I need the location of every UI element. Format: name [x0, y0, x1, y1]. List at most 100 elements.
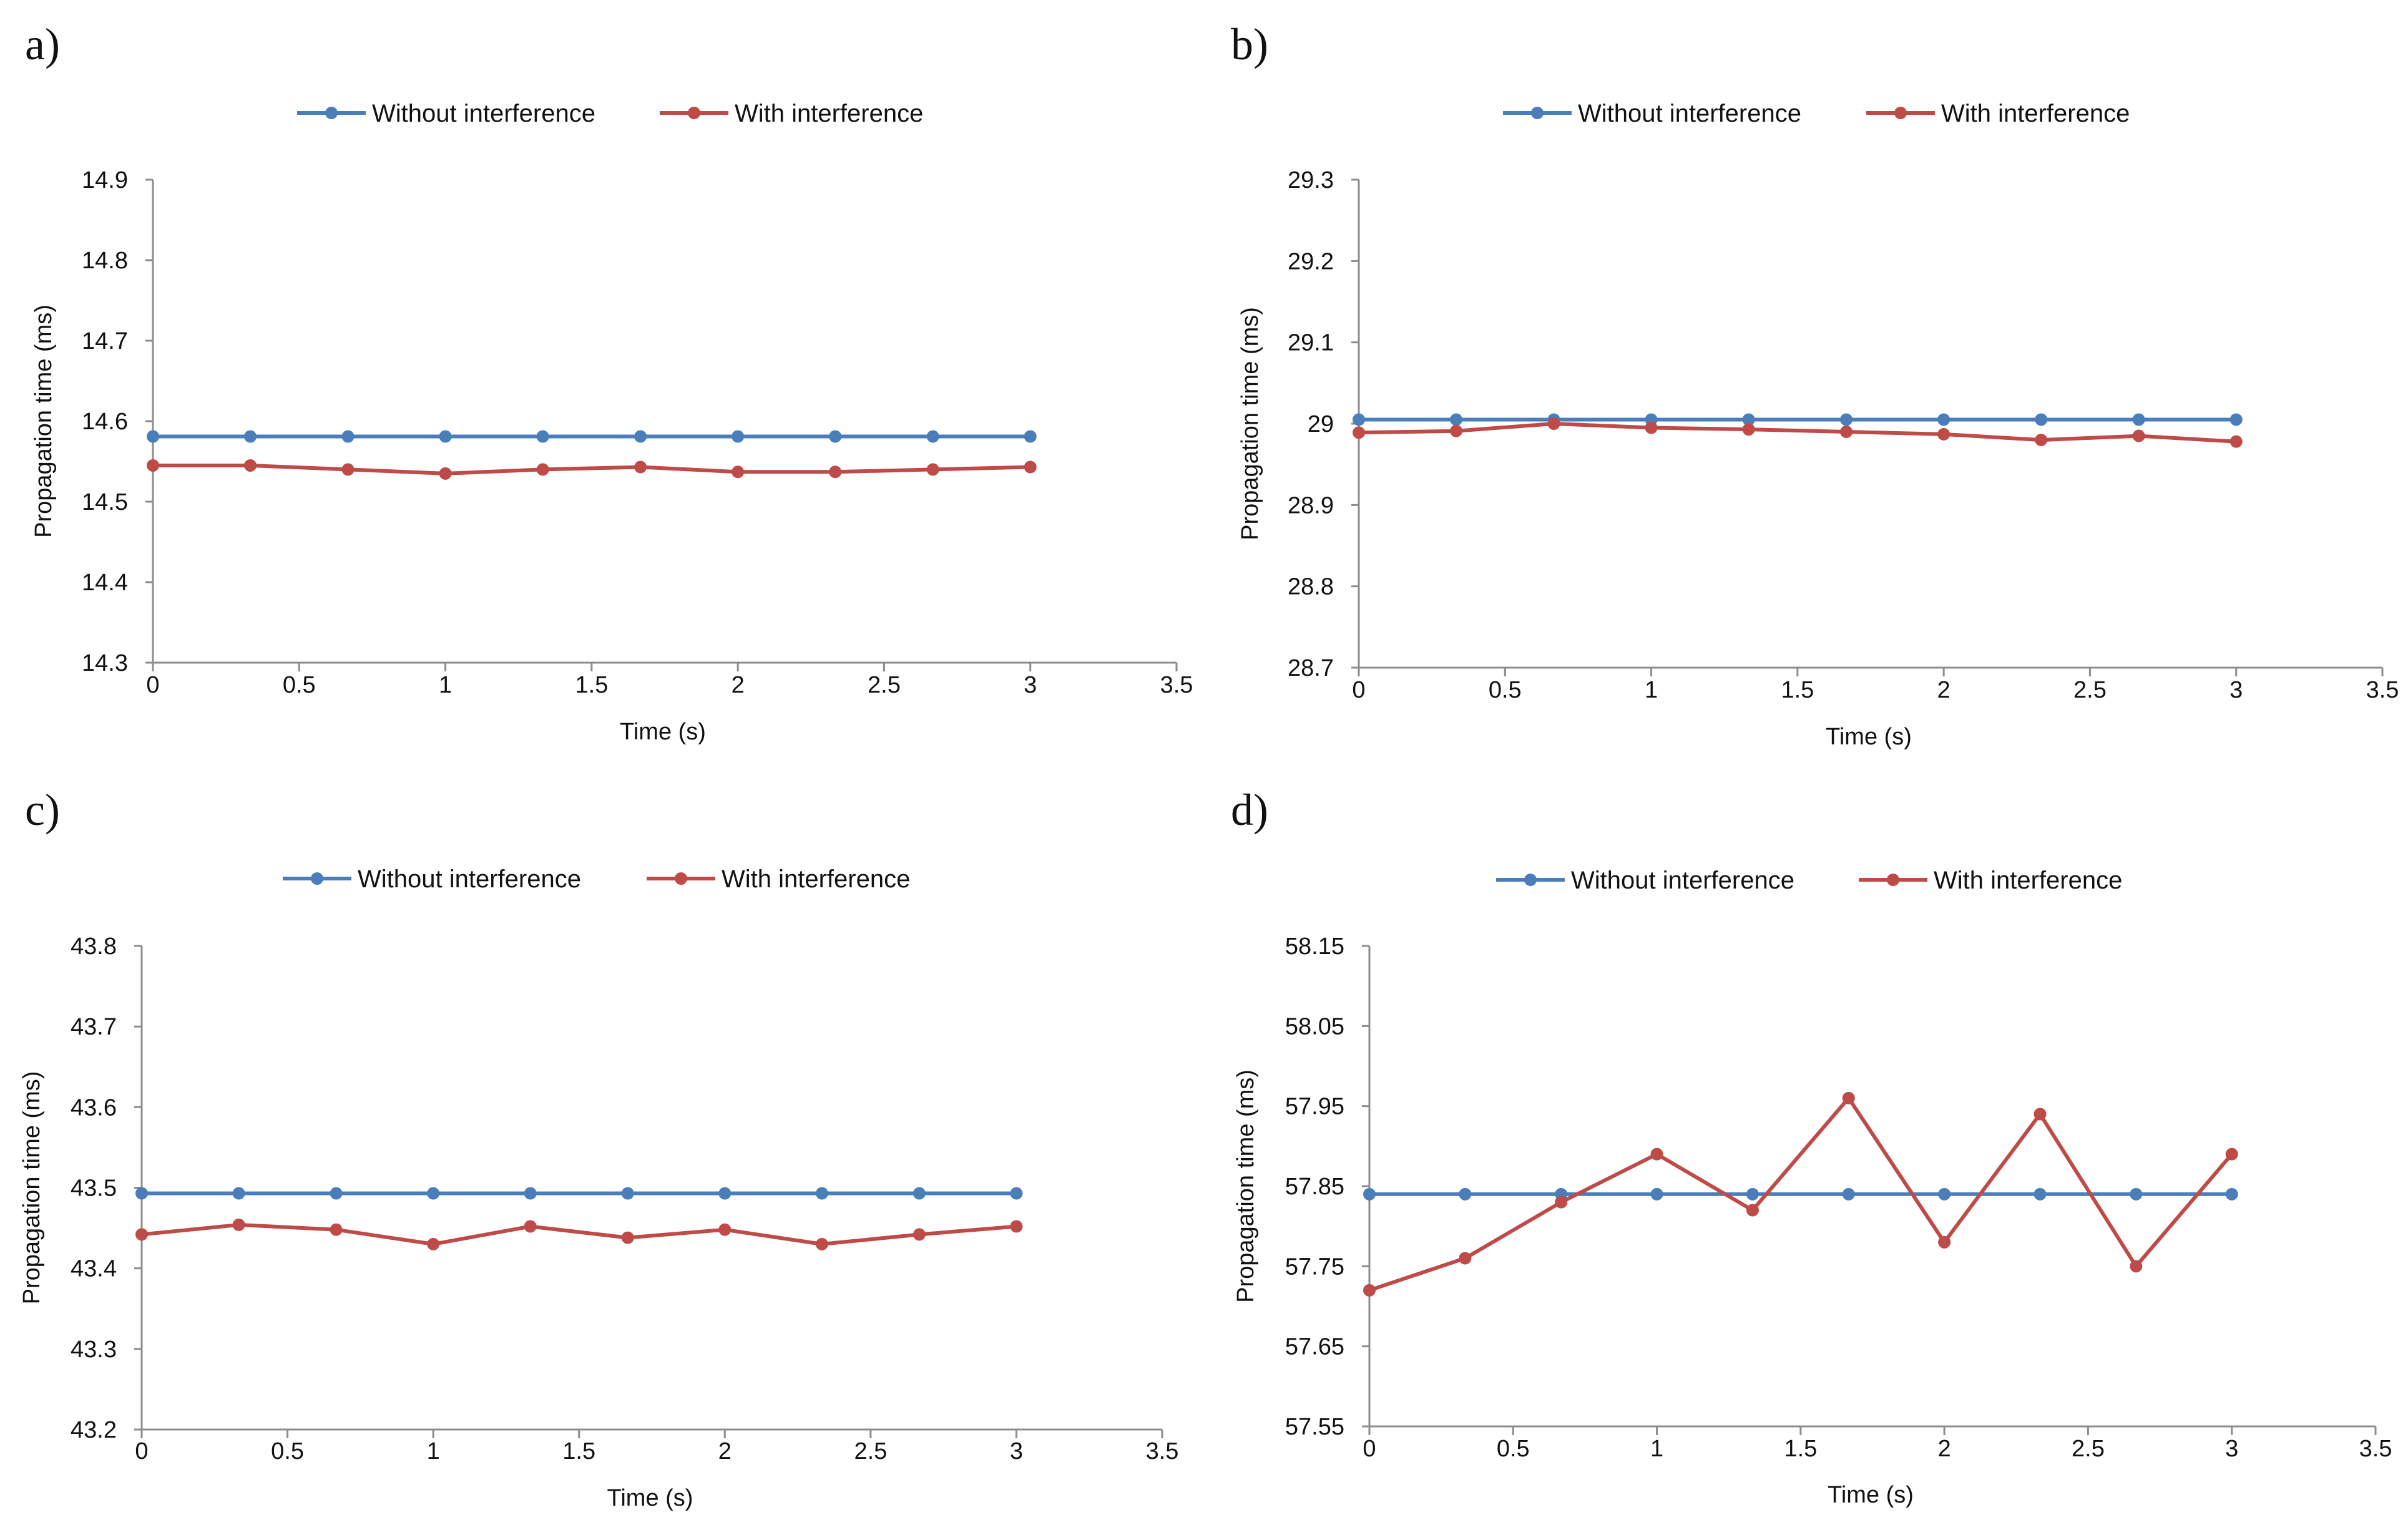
data-point-without [1840, 413, 1853, 426]
data-point-without [718, 1187, 732, 1200]
data-point-with [524, 1220, 537, 1233]
series-line-with-interference [141, 1222, 1017, 1246]
data-point-with [439, 467, 452, 480]
y-tick-label: 57.75 [1285, 1254, 1344, 1280]
data-point-without [2225, 1187, 2238, 1201]
x-tick-label: 3 [2229, 677, 2243, 703]
legend-item-with-interference: With interference [1859, 867, 2122, 894]
legend-label: Without interference [372, 100, 595, 127]
x-tick-label: 1 [439, 672, 452, 698]
data-point-with [2225, 1147, 2238, 1161]
data-point-without [135, 1187, 148, 1200]
data-point-with [1746, 1204, 1759, 1217]
y-tick-label: 28.9 [1288, 492, 1334, 519]
legend-label: With interference [722, 865, 910, 893]
x-axis-title: Time (s) [620, 719, 706, 745]
data-point-with [1010, 1220, 1023, 1233]
x-tick-label: 2.5 [2073, 677, 2107, 703]
data-point-with [718, 1223, 732, 1236]
y-axis-title: Propagation time (ms) [1233, 1069, 1259, 1303]
x-tick-label: 2 [718, 1438, 732, 1464]
y-tick-label: 57.85 [1285, 1174, 1344, 1200]
data-point-without [524, 1187, 537, 1200]
y-tick-label: 57.95 [1285, 1094, 1344, 1120]
data-point-with [621, 1231, 634, 1244]
data-point-without [2034, 1187, 2047, 1201]
x-tick-label: 0 [1352, 677, 1365, 703]
series-line-with-interference [153, 464, 1030, 475]
data-point-with [232, 1218, 245, 1231]
x-tick-label: 3 [1024, 672, 1037, 698]
legend-marker [325, 107, 338, 119]
data-point-without [621, 1187, 634, 1200]
legend-label: Without interference [1578, 100, 1801, 127]
legend-label: With interference [1941, 100, 2130, 127]
x-tick-label: 3 [2225, 1436, 2238, 1462]
data-point-with [815, 1237, 828, 1250]
x-tick-label: 0 [1363, 1436, 1376, 1462]
x-tick-label: 2 [1937, 677, 1950, 703]
data-point-with [135, 1228, 148, 1241]
legend: Without interference With interference [1496, 867, 2122, 894]
data-point-with [829, 465, 842, 479]
data-point-with [1459, 1252, 1472, 1265]
y-tick-label: 43.5 [71, 1176, 117, 1202]
y-tick-label: 43.8 [71, 933, 117, 960]
y-tick-label: 57.65 [1285, 1334, 1344, 1360]
data-point-without [232, 1187, 245, 1200]
y-axis-title: Propagation time (ms) [19, 1071, 45, 1305]
legend-label: Without interference [1571, 867, 1794, 894]
legend-item-with-interference: With interference [1866, 100, 2130, 127]
y-tick-label: 14.4 [82, 570, 128, 596]
data-point-with [1938, 1235, 1951, 1249]
data-point-with [1555, 1196, 1568, 1209]
panel-letter: b) [1231, 19, 1268, 69]
y-tick-label: 14.5 [82, 489, 128, 515]
legend-label: With interference [735, 100, 923, 127]
y-tick-label: 14.7 [82, 328, 128, 354]
y-tick-label: 43.2 [71, 1417, 117, 1443]
x-axis-title: Time (s) [1826, 724, 1912, 750]
x-tick-label: 0.5 [283, 672, 316, 698]
legend-item-without-interference: Without interference [283, 865, 581, 893]
y-tick-label: 43.4 [71, 1256, 117, 1282]
data-point-without [439, 430, 452, 443]
data-point-with [1547, 417, 1560, 430]
legend: Without interference With interference [297, 100, 923, 127]
data-point-without [1842, 1187, 1855, 1201]
x-tick-label: 3.5 [1160, 672, 1193, 698]
data-point-without [1450, 413, 1463, 426]
data-point-with [1645, 421, 1658, 434]
data-point-without [1650, 1187, 1663, 1201]
panel-letter: a) [25, 19, 60, 69]
x-tick-label: 2 [1938, 1436, 1951, 1462]
data-point-without [2229, 413, 2243, 426]
data-point-with [2229, 435, 2243, 448]
chart-panel-a: a) 14.3 14.4 14.5 14.6 14.7 14.8 14.9 0 0.5 1 1.5 2 2… [25, 19, 1193, 745]
legend-marker [675, 872, 687, 885]
y-tick-label: 43.3 [71, 1337, 117, 1363]
x-tick-label: 0 [135, 1438, 148, 1464]
legend: Without interference With interference [1503, 100, 2130, 127]
data-point-with [2132, 429, 2145, 442]
legend-item-with-interference: With interference [660, 100, 923, 127]
data-point-without [1024, 430, 1037, 443]
y-tick-label: 29.3 [1288, 167, 1334, 193]
data-point-with [1842, 1091, 1855, 1104]
data-point-without [1363, 1187, 1376, 1201]
x-tick-label: 2 [732, 672, 745, 698]
data-point-without [536, 430, 549, 443]
data-point-without [815, 1187, 828, 1200]
data-point-with [536, 463, 549, 476]
x-tick-label: 3.5 [1146, 1438, 1179, 1464]
data-point-without [1938, 1187, 1951, 1201]
data-point-with [1450, 424, 1463, 437]
y-tick-label: 14.3 [82, 650, 128, 676]
legend-label: Without interference [358, 865, 581, 893]
data-point-without [341, 430, 355, 443]
data-point-with [1742, 423, 1755, 436]
data-point-without [1746, 1187, 1759, 1201]
series-line-with-interference [1358, 422, 2236, 444]
legend: Without interference With interference [283, 865, 910, 893]
legend-item-with-interference: With interference [647, 865, 910, 893]
